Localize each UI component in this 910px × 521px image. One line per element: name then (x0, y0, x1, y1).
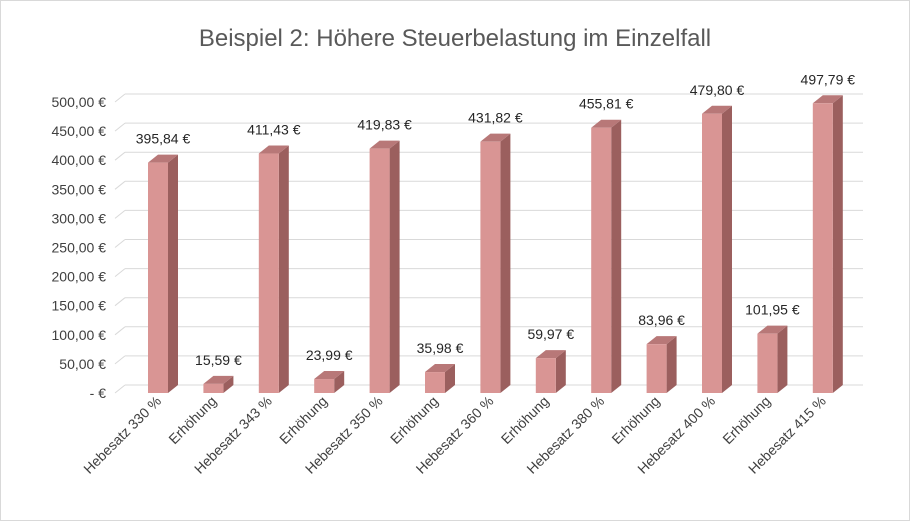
bar (148, 154, 178, 393)
data-label: 479,80 € (690, 82, 745, 98)
bar-front (425, 372, 445, 393)
bar-top (812, 95, 843, 104)
data-label: 497,79 € (801, 71, 856, 87)
y-tick-label: 350,00 € (52, 181, 107, 197)
bar-top (702, 105, 732, 114)
bar (591, 119, 622, 394)
bar (425, 364, 455, 393)
bar-front (203, 383, 224, 393)
bar-top (425, 364, 455, 373)
bar-front (369, 148, 390, 393)
data-label: 83,96 € (638, 312, 685, 328)
bar-side (722, 105, 732, 393)
y-tick-label: 400,00 € (52, 152, 107, 168)
bar-top (591, 119, 622, 128)
bar-side (666, 336, 677, 393)
gridline-stub (114, 122, 126, 132)
bar-top (480, 133, 511, 142)
bar-front (757, 333, 778, 393)
bar-front (591, 127, 612, 394)
bar (203, 375, 234, 393)
bar-side (445, 364, 455, 393)
data-label: 431,82 € (468, 110, 523, 126)
bar-front (812, 103, 833, 393)
bar (314, 371, 345, 393)
gridline-stub (114, 355, 126, 365)
y-tick-label: - € (90, 385, 107, 401)
gridline-stub (114, 180, 126, 190)
data-label: 395,84 € (136, 131, 191, 147)
bar-side (389, 140, 400, 393)
bar (812, 95, 843, 393)
y-tick-label: 450,00 € (52, 123, 107, 139)
gridline-stub (114, 297, 126, 307)
gridline-stub (114, 268, 126, 277)
bar-top (148, 154, 178, 163)
gridline-stub (114, 384, 126, 394)
gridline-stub (114, 93, 126, 103)
bar-side (555, 350, 566, 393)
data-label: 23,99 € (306, 347, 353, 363)
bar-top (646, 336, 677, 345)
bar-side (168, 154, 178, 393)
bar (480, 133, 511, 393)
bar-top (203, 375, 234, 384)
data-label: 59,97 € (527, 326, 574, 342)
bar-top (757, 325, 788, 334)
bar-top (314, 371, 345, 380)
bar-side (500, 133, 511, 393)
bar (535, 350, 566, 393)
bar-front (702, 113, 722, 393)
gridline-stub (114, 326, 126, 336)
data-label: 411,43 € (247, 122, 301, 138)
bar-side (832, 95, 843, 393)
chart-title: Beispiel 2: Höhere Steuerbelastung im Ei… (199, 25, 711, 52)
bar (369, 140, 400, 393)
gridline-stub (114, 239, 126, 248)
data-label: 419,83 € (357, 117, 412, 133)
data-labels: 395,84 € 15,59 € 411,43 € 23,99 € 419,83 € 35… (136, 71, 856, 368)
bar-side (278, 145, 289, 393)
bar-side (611, 119, 622, 394)
bar-side (334, 371, 345, 393)
bar-side (223, 375, 234, 393)
bar (258, 145, 289, 393)
bar-top (369, 140, 400, 149)
y-tick-label: 150,00 € (52, 298, 107, 314)
bar-front (148, 162, 168, 393)
y-tick-label: 100,00 € (52, 327, 107, 343)
y-tick-label: 300,00 € (52, 210, 107, 226)
y-tick-label: 250,00 € (52, 240, 107, 256)
bar-side (777, 325, 788, 393)
data-label: 101,95 € (745, 302, 800, 318)
bar-front (480, 141, 501, 393)
bar-top (258, 145, 289, 154)
data-label: 35,98 € (417, 340, 464, 356)
y-tick-label: 50,00 € (59, 356, 106, 372)
bars (148, 95, 843, 394)
bar-front (646, 344, 667, 393)
bar-front (258, 153, 279, 393)
y-axis-tick-labels: - € 50,00 € 100,00 € 150,00 € 200,00 € 250,00… (52, 94, 107, 401)
y-tick-label: 500,00 € (52, 94, 107, 110)
data-label: 455,81 € (579, 96, 634, 112)
gridline-stub (114, 151, 126, 161)
gridline-stub (114, 210, 126, 219)
bar-top (535, 350, 566, 359)
bar (702, 105, 732, 393)
data-label: 15,59 € (195, 352, 242, 368)
bar-front (535, 358, 556, 393)
y-tick-label: 200,00 € (52, 269, 107, 285)
bar (646, 336, 677, 393)
bar (757, 325, 788, 393)
bar-front (314, 379, 335, 393)
